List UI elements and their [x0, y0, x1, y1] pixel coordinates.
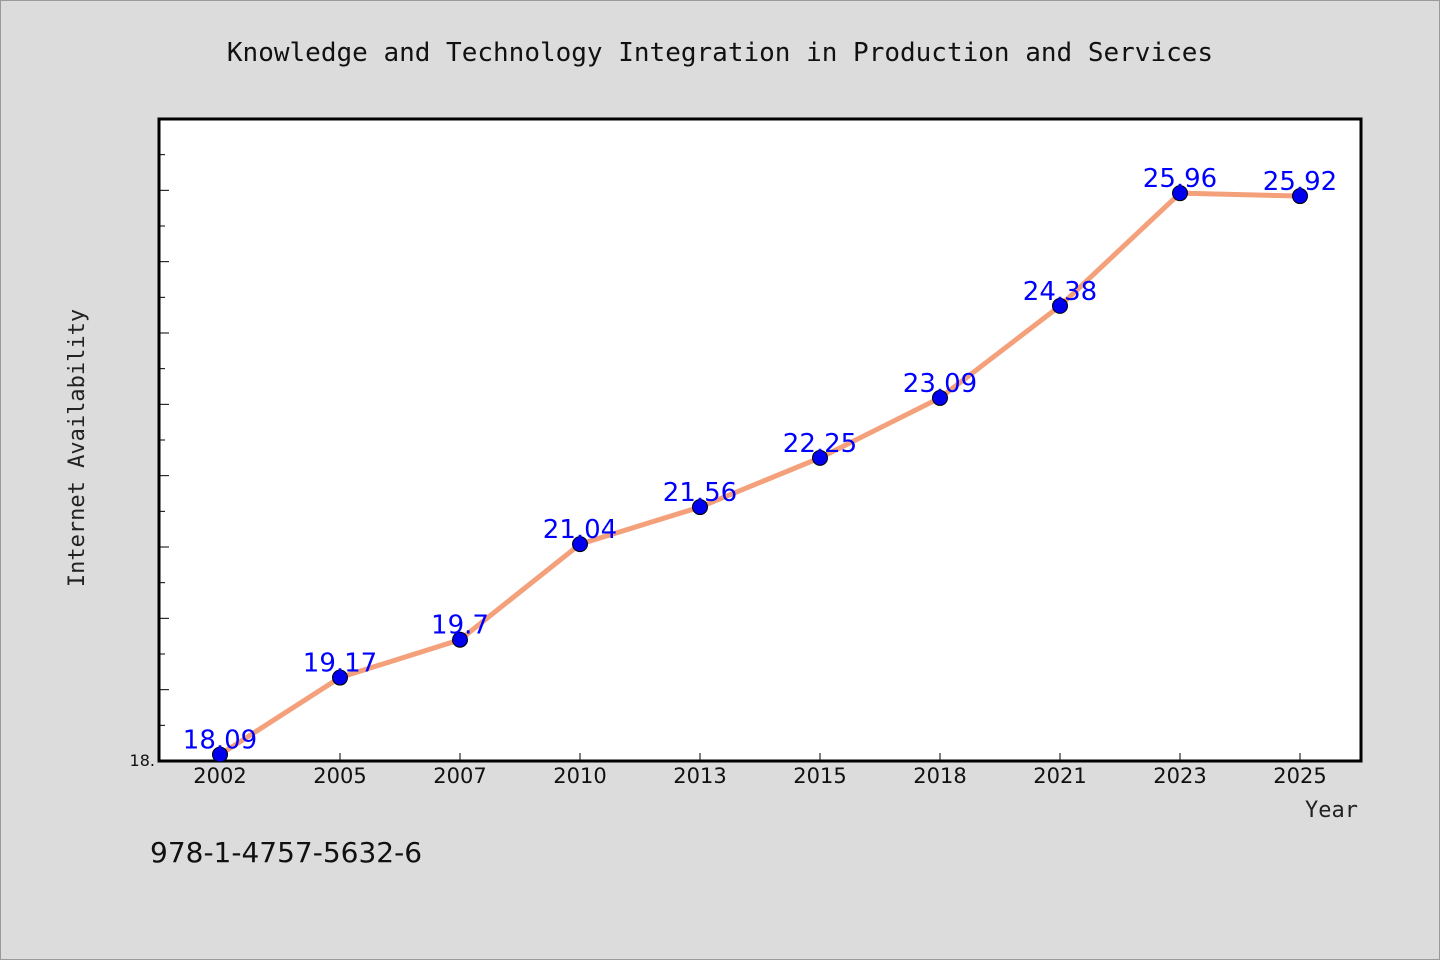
data-label: 25.96: [1143, 164, 1217, 194]
data-label: 19.7: [431, 611, 489, 641]
x-tick-label: 2023: [1153, 764, 1206, 788]
data-point: [932, 389, 948, 406]
data-point: [692, 499, 708, 516]
data-label: 21.04: [543, 515, 617, 545]
series-line-group: [212, 185, 1308, 763]
data-label: 18.09: [183, 726, 257, 756]
data-point: [1052, 297, 1068, 314]
plot-area: [157, 117, 1363, 763]
footer-note: 978-1-4757-5632-6: [150, 836, 422, 869]
x-tick-label: 2005: [313, 764, 366, 788]
data-label: 21.56: [663, 478, 737, 508]
data-label: 19.17: [303, 649, 377, 679]
x-tick-label: 2025: [1273, 764, 1326, 788]
data-point: [1172, 185, 1188, 202]
x-tick-label: 2018: [913, 764, 966, 788]
x-tick-label: 2013: [673, 764, 726, 788]
y-axis-label: Internet Availability: [65, 309, 90, 587]
data-point: [1292, 188, 1308, 205]
data-label: 24.38: [1023, 277, 1097, 307]
data-point: [212, 746, 228, 763]
data-point: [332, 669, 348, 686]
data-label: 23.09: [903, 369, 977, 399]
y-axis-ticks: [159, 118, 169, 762]
x-tick-label: 2002: [193, 764, 246, 788]
data-labels: 18.09 19.17 19.7 21.04 21.56 22.25 23.09 24.38 2…: [183, 164, 1337, 755]
y-axis-min-label: 18.: [130, 751, 155, 770]
data-point: [572, 536, 588, 553]
x-tick-label: 2015: [793, 764, 846, 788]
data-point: [452, 631, 468, 648]
x-axis-label: Year: [1305, 798, 1358, 823]
x-tick-labels: 2002 2005 2007 2010 2013 2015 2018 2021 2023 2025: [193, 764, 1326, 788]
data-label: 25.92: [1263, 167, 1337, 197]
series-line: [217, 190, 1303, 758]
data-label: 22.25: [783, 429, 857, 459]
x-tick-label: 2010: [553, 764, 606, 788]
x-tick-label: 2007: [433, 764, 486, 788]
chart-title: Knowledge and Technology Integration in …: [227, 38, 1213, 68]
data-point: [812, 449, 828, 466]
x-tick-label: 2021: [1033, 764, 1086, 788]
